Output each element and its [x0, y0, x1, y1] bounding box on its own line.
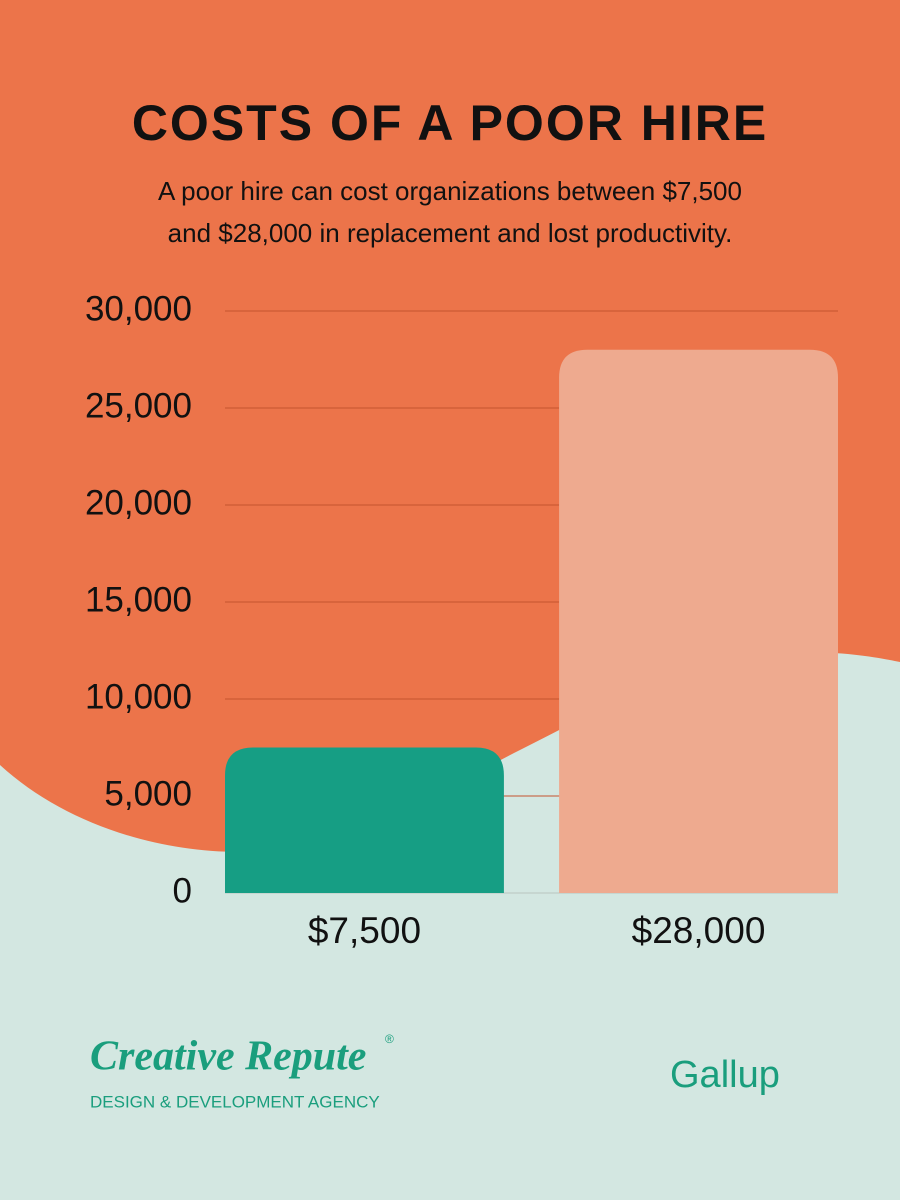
brand-tagline: DESIGN & DEVELOPMENT AGENCY [90, 1092, 380, 1111]
y-tick-label: 10,000 [85, 677, 192, 716]
bar [559, 349, 838, 893]
source: Gallup [670, 1054, 780, 1096]
bar [225, 747, 504, 893]
y-tick-label: 15,000 [85, 580, 192, 619]
chart-title: COSTS OF A POOR HIRE [132, 95, 768, 151]
y-tick-label: 5,000 [104, 774, 192, 813]
y-tick-label: 30,000 [85, 289, 192, 328]
y-tick-label: 0 [173, 871, 192, 910]
plot-area: 0 5,000 10,000 15,000 20,000 25,000 30,000 $7,5… [85, 289, 838, 951]
y-tick-label: 25,000 [85, 386, 192, 425]
brand-mark: ® [385, 1032, 394, 1046]
chart-subtitle: and $28,000 in replacement and lost prod… [168, 218, 733, 248]
x-tick-label: $28,000 [632, 910, 766, 951]
brand-logo: Creative Repute [90, 1034, 366, 1080]
x-tick-label: $7,500 [308, 910, 421, 951]
chart-subtitle: A poor hire can cost organizations betwe… [158, 176, 742, 206]
y-tick-label: 20,000 [85, 483, 192, 522]
